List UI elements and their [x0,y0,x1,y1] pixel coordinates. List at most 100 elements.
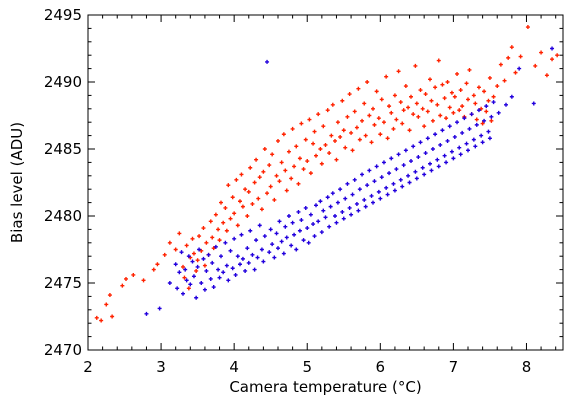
series-1-point [213,212,218,217]
series-2-point [296,209,301,214]
series-1-point [305,159,310,164]
series-2-point [305,226,310,231]
series-2-point [230,266,235,271]
series-1-point [224,228,229,233]
series-1-point [290,126,295,131]
series-1-point [455,71,460,76]
series-2-point [360,172,365,177]
series-2-point [362,197,367,202]
series-1-point [396,69,401,74]
series-2-point [201,256,206,261]
series-1-point [389,110,394,115]
series-2-point [350,192,355,197]
series-1-point [467,67,472,72]
series-1-point [550,57,555,62]
series-1-point [473,101,478,106]
series-1-point [489,118,494,123]
series-2-point [283,224,288,229]
series-2-point [314,203,318,208]
series-1-point [286,149,291,154]
series-2-point [378,196,383,201]
series-1-point [296,181,301,186]
series-2-point [400,184,405,189]
series-2-point [458,152,463,157]
series-1-point [248,165,253,170]
x-axis-label: Camera temperature (°C) [229,378,421,396]
series-1-point [240,204,245,209]
series-2-point [347,205,352,210]
series-2-point [257,223,262,228]
series-2-point [157,306,162,311]
series-2-point [167,281,172,285]
axis-ticks-layer: 2 3 4 5 6 7 8 2470 2475 2480 2485 2490 2495 [44,6,563,376]
series-2-point [343,196,348,201]
series-1-point [474,117,479,122]
series-1-point [333,138,337,143]
series-2-point [414,176,419,181]
series-1-point [267,163,272,168]
series-1-point [480,121,485,126]
series-1-point [204,240,209,245]
series-2-point [277,219,282,224]
series-1-point [289,176,294,181]
series-2-point [349,212,354,217]
series-2-point [202,287,207,292]
series-2-point [335,200,340,205]
series-2-point [413,169,418,174]
series-1-point [245,214,250,218]
series-2-point [184,278,189,283]
y-tick-label: 2480 [44,207,82,225]
series-2-point [208,276,213,281]
series-1-point [347,92,352,97]
series-2-point [267,250,272,255]
series-1-point [223,205,228,210]
series-2-point [270,242,275,247]
series-2-point [255,255,260,260]
series-2-point [487,136,492,141]
series-2-point [321,208,326,213]
series-2-point [484,104,489,109]
series-1-point [104,302,109,307]
series-2-point [210,260,215,265]
series-1-point [257,175,262,180]
series-1-point [190,236,195,241]
series-2-point [464,141,469,146]
series-2-point [416,155,421,160]
series-1-point [312,129,317,134]
series-1-point [369,140,374,145]
series-2-point [374,164,379,169]
series-1-point [334,157,339,162]
series-2-point [179,250,184,255]
series-2-point [327,224,332,229]
series-1-point [476,85,481,90]
series-2-point [429,168,434,173]
series-2-point [473,144,478,149]
series-1-point [502,78,507,83]
series-1-point [436,58,441,63]
series-1-point [513,70,518,75]
series-2-point [517,66,522,71]
series-1-point [407,128,412,133]
series-1-point [409,94,413,99]
series-2-point [471,137,476,142]
series-1-point [363,133,368,138]
series-2-point [398,177,403,182]
series-1-point [411,112,416,117]
series-2-point [316,219,321,224]
series-2-point [467,126,472,131]
series-1-point [460,104,465,109]
series-2-point [469,112,474,117]
series-2-point [389,156,394,161]
series-2-point [226,278,231,283]
series-1-point [384,74,389,79]
series-1-point [418,88,423,93]
series-1-point [297,156,302,161]
series-1-point [279,160,284,165]
series-1-point [124,276,128,281]
series-2-point [433,132,438,137]
series-2-point [294,247,299,252]
series-2-point [457,145,462,150]
series-1-point [343,145,348,150]
series-1-point [232,211,237,216]
